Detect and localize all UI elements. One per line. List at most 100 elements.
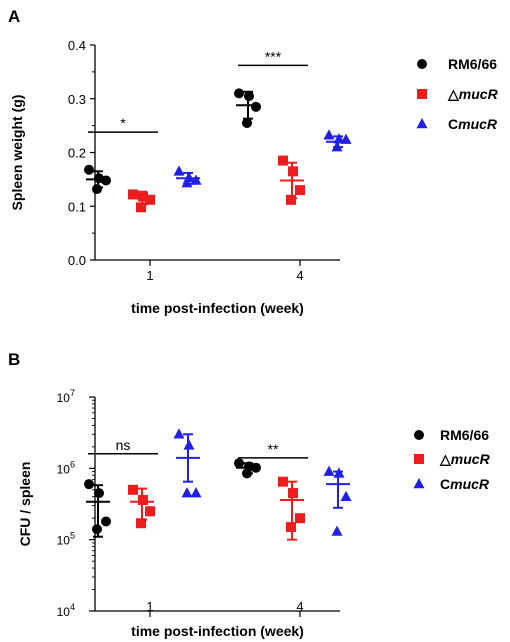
y-tick-label: 0.1 [68, 199, 86, 214]
data-point [278, 476, 288, 487]
data-point [234, 458, 244, 469]
y-tick-label: 0.3 [68, 92, 86, 107]
y-tick-base: 10 [57, 462, 71, 476]
legend-label-base: △ [439, 451, 452, 467]
panel-label: A [8, 7, 20, 26]
data-point [333, 467, 345, 478]
y-tick-label: 104 [57, 602, 75, 619]
data-point [101, 516, 111, 527]
y-tick-exponent: 5 [70, 531, 75, 541]
significance-label: *** [265, 48, 282, 64]
legend-marker [416, 118, 428, 129]
y-tick-exponent: 4 [70, 602, 75, 612]
data-point [242, 468, 252, 479]
data-point [278, 155, 288, 166]
legend-label: RM6/66 [440, 427, 489, 443]
y-tick-label: 0.0 [68, 253, 86, 268]
y-tick-label: 106 [57, 459, 75, 476]
data-point [251, 101, 261, 112]
data-point [333, 133, 345, 144]
data-point [190, 174, 202, 185]
y-axis-label: Spleen weight (g) [9, 95, 25, 211]
significance-label: ** [268, 441, 279, 457]
y-tick-label: 0.4 [68, 38, 86, 53]
x-axis-label: time post-infection (week) [131, 300, 304, 316]
data-point [136, 202, 146, 213]
data-point [251, 462, 261, 473]
data-point [173, 165, 185, 176]
y-tick-exponent: 6 [70, 459, 75, 469]
y-tick-exponent: 7 [70, 388, 75, 398]
legend-label-base: C [440, 476, 450, 492]
data-point [92, 184, 102, 195]
x-tick-label: 1 [146, 599, 153, 614]
data-point [181, 487, 193, 498]
data-point [183, 439, 195, 450]
legend-marker [417, 59, 427, 69]
data-point [145, 194, 155, 205]
data-point [323, 129, 335, 140]
data-point [101, 175, 111, 186]
y-tick-label: 107 [57, 388, 75, 405]
data-point [288, 488, 298, 499]
legend-marker [413, 478, 425, 489]
x-tick-label: 1 [146, 268, 153, 283]
y-axis-label: CFU / spleen [17, 462, 33, 547]
significance-label: * [120, 115, 126, 131]
y-tick-label: 105 [57, 531, 75, 548]
legend-marker [417, 89, 427, 99]
legend-label-base: C [448, 116, 458, 132]
y-tick-label: 0.2 [68, 146, 86, 161]
legend-label: CmucR [440, 476, 490, 492]
data-point [331, 141, 343, 152]
data-point [138, 494, 148, 505]
legend-label-italic: mucR [458, 116, 498, 132]
legend-label: CmucR [448, 116, 498, 132]
data-point [190, 487, 202, 498]
data-point [128, 484, 138, 495]
data-point [128, 189, 138, 200]
legend-label-base: △ [447, 86, 460, 102]
legend-label: RM6/66 [448, 56, 497, 72]
y-tick-base: 10 [57, 391, 71, 405]
x-axis-label: time post-infection (week) [131, 623, 304, 639]
data-point [84, 164, 94, 175]
data-point [323, 465, 335, 476]
legend-marker [414, 454, 424, 464]
data-point [92, 524, 102, 535]
data-point [295, 513, 305, 524]
data-point [331, 525, 343, 536]
data-point [340, 133, 352, 144]
significance-label: ns [116, 437, 131, 453]
panel-a: A 0.0 0.1 0.2 0.3 0.4 Spleen weight (g) 1 4 time … [8, 7, 499, 316]
x-tick-label: 4 [296, 599, 303, 614]
data-point [136, 518, 146, 529]
data-point [340, 490, 352, 501]
y-tick-base: 10 [57, 534, 71, 548]
data-point [286, 194, 296, 205]
data-point [244, 91, 254, 102]
data-point [173, 428, 185, 439]
data-point [94, 488, 104, 499]
legend-label-base: RM6/66 [440, 427, 489, 443]
legend-label: △mucR [439, 451, 491, 467]
legend-label-base: RM6/66 [448, 56, 497, 72]
data-point [295, 185, 305, 196]
panel-label: B [8, 350, 20, 369]
data-point [145, 506, 155, 517]
data-point [181, 177, 193, 188]
data-point [288, 166, 298, 177]
legend-marker [414, 430, 424, 440]
legend-label-italic: mucR [450, 476, 490, 492]
data-point [84, 479, 94, 490]
legend-label-italic: mucR [459, 86, 499, 102]
legend-label-italic: mucR [451, 451, 491, 467]
data-point [286, 522, 296, 533]
legend-label: △mucR [447, 86, 499, 102]
data-point [242, 117, 252, 128]
data-point [138, 191, 148, 202]
x-tick-label: 4 [296, 268, 303, 283]
y-tick-base: 10 [57, 605, 71, 619]
